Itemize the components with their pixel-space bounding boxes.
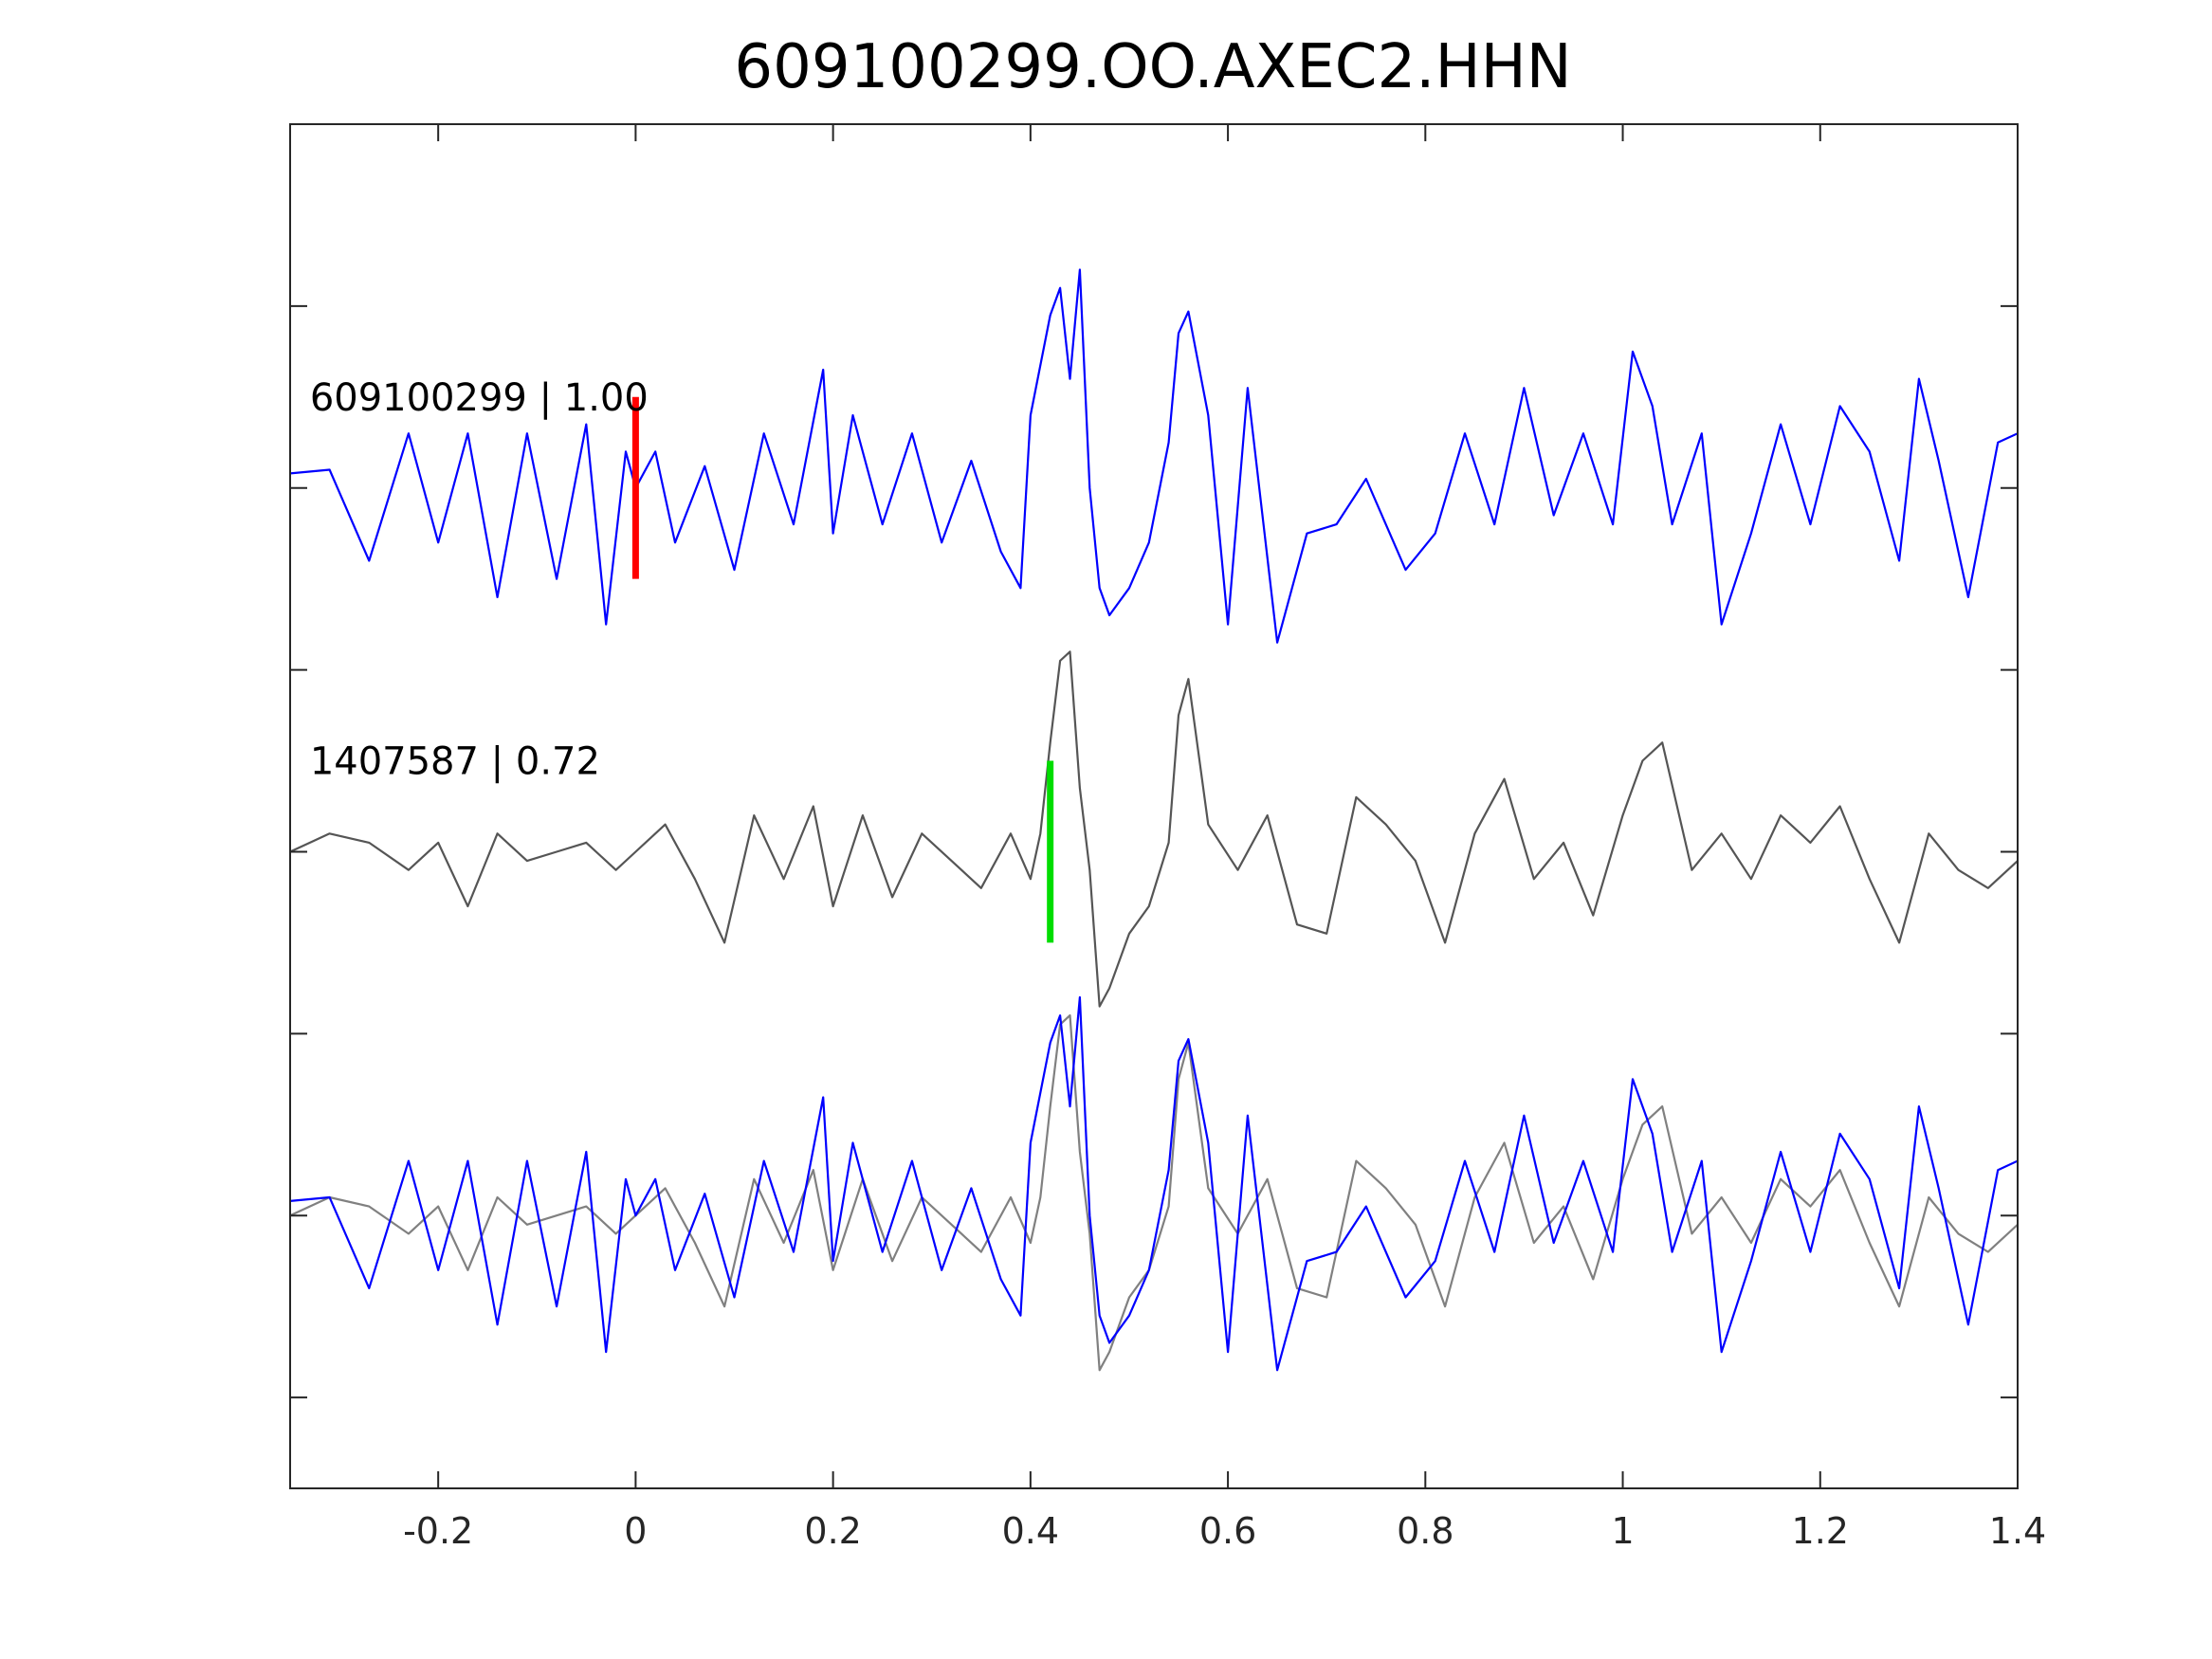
x-tick-label: 0	[624, 1510, 647, 1552]
x-tick-label: 0.8	[1397, 1510, 1453, 1552]
axes: -0.2 0 0.2 0.4 0.6 0.8 1 1.2 1.4	[289, 123, 2046, 1552]
trace-label-1: 1407587 | 0.72	[310, 740, 600, 784]
trace-label-0: 609100299 | 1.00	[310, 376, 649, 420]
x-tick-label: -0.2	[403, 1510, 473, 1552]
waveform-series-bottom-2	[290, 1013, 2018, 1372]
plot-area: 609100299 | 1.00 1407587 | 0.72	[290, 268, 2018, 1372]
chart-title: 609100299.OO.AXEC2.HHN	[734, 32, 1571, 102]
trace-label-layer: 609100299 | 1.00 1407587 | 0.72	[310, 376, 649, 784]
waveform-series-bottom-3	[290, 995, 2018, 1372]
x-tick-label: 0.6	[1199, 1510, 1256, 1552]
series-layer	[290, 268, 2018, 1372]
waveform-series-middle-1	[290, 650, 2018, 1008]
axes-box	[289, 123, 2019, 1489]
x-axis-ticks: -0.2 0 0.2 0.4 0.6 0.8 1 1.2 1.4	[403, 124, 2046, 1552]
x-tick-label: 0.2	[804, 1510, 861, 1552]
x-tick-label: 0.4	[1002, 1510, 1059, 1552]
x-tick-label: 1.2	[1792, 1510, 1849, 1552]
x-tick-label: 1.4	[1989, 1510, 2046, 1552]
x-tick-label: 1	[1611, 1510, 1634, 1552]
y-axis-ticks	[290, 304, 2018, 1399]
pick-marker-layer	[631, 396, 1054, 943]
